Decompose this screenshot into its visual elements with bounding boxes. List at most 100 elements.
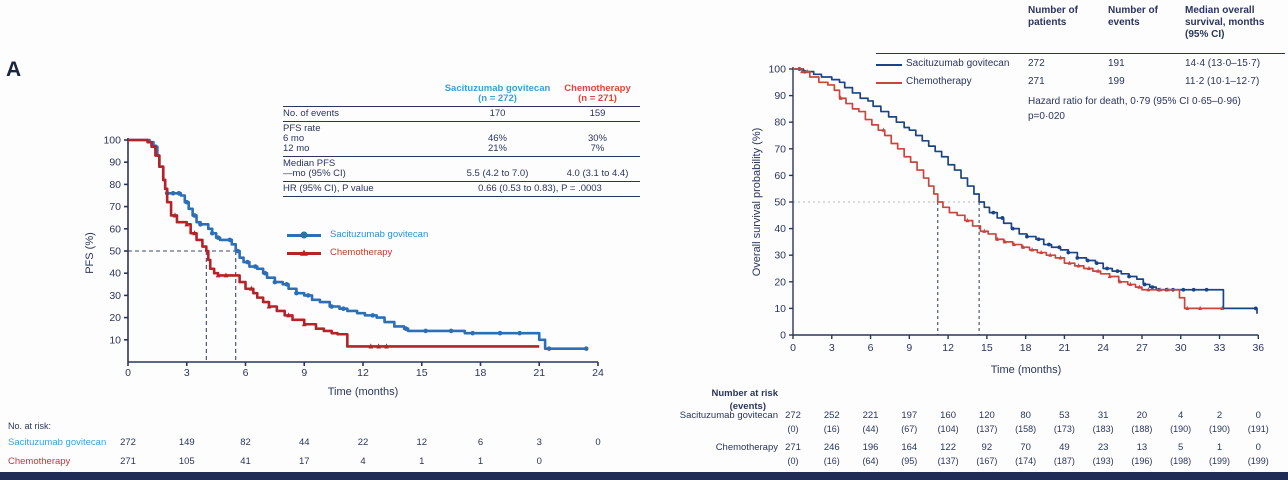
- os-at-risk-value: 120: [978, 410, 995, 421]
- pfs-table-rule: [283, 156, 640, 157]
- pfs-table-header-row: Sacituzumab govitecan (n = 272) Chemothera…: [283, 84, 640, 104]
- os-at-risk-events: (187): [1053, 456, 1075, 466]
- panel-a-label: A: [6, 58, 22, 81]
- censor-mark: [370, 313, 376, 318]
- pfs-table-header-chemo-n: (n = 271): [578, 93, 617, 104]
- os-at-risk-value: 197: [901, 410, 918, 421]
- censor-mark: [266, 303, 272, 309]
- censor-mark: [368, 343, 374, 349]
- pfs-at-risk-value: 82: [240, 437, 251, 448]
- y-tick-label: 30: [774, 250, 786, 262]
- os-at-risk-value: 164: [901, 442, 918, 453]
- os-at-risk-events: (188): [1131, 424, 1153, 434]
- os-at-risk-events: (167): [976, 456, 998, 466]
- x-tick-label: 0: [790, 342, 796, 354]
- os-at-risk-events: (190): [1170, 424, 1192, 434]
- y-tick-label: 90: [774, 90, 786, 102]
- pfs-table-row-chemo-value: 4.0 (3.1 to 4.4): [566, 168, 629, 179]
- censor-mark: [341, 306, 346, 312]
- pfs-at-risk-value: 22: [357, 437, 369, 448]
- os-at-risk-events: (173): [1053, 424, 1075, 434]
- y-tick-label: 10: [774, 303, 786, 315]
- os-at-risk-events: (199): [1247, 456, 1269, 466]
- os-at-risk-value: 23: [1097, 442, 1109, 453]
- censor-mark: [403, 326, 409, 331]
- pfs-table-row-3: 12 mo 21% 7%: [283, 144, 640, 154]
- y-tick-label: 70: [774, 143, 786, 155]
- censor-mark: [1048, 252, 1053, 257]
- censor-mark: [170, 190, 176, 196]
- censor-mark: [1137, 284, 1142, 289]
- x-tick-label: 33: [1214, 342, 1226, 354]
- x-tick-label: 9: [906, 342, 912, 354]
- pfs-table-rule: [283, 181, 640, 182]
- os-at-risk-label-sg: Sacituzumab govitecan: [679, 410, 778, 421]
- pfs-table-header-spacer: [283, 84, 440, 104]
- x-tick-label: 21: [533, 367, 545, 379]
- x-tick-label: 30: [1175, 342, 1187, 354]
- censor-mark: [1075, 255, 1080, 260]
- x-tick-label: 24: [1097, 342, 1109, 354]
- os-sg-legend-line: [876, 64, 902, 66]
- pfs-at-risk-value: 4: [360, 456, 366, 467]
- os-row-label-chemo: Chemotherapy: [906, 76, 972, 87]
- censor-mark: [305, 293, 311, 298]
- chemo-curve: [793, 68, 1224, 310]
- os-at-risk-value: 49: [1059, 442, 1070, 453]
- censor-mark: [1012, 241, 1016, 247]
- pfs-at-risk-value: 12: [416, 437, 428, 448]
- os-col-header-patients: Number of patients: [1028, 5, 1078, 28]
- censor-mark: [1128, 281, 1133, 287]
- censor-mark: [245, 259, 250, 265]
- censor-mark: [1204, 287, 1209, 292]
- censor-mark: [215, 272, 221, 278]
- os-at-risk-events: (193): [1092, 456, 1114, 466]
- x-tick-label: 3: [184, 367, 190, 379]
- censor-mark: [384, 343, 389, 349]
- x-tick-label: 3: [829, 342, 835, 354]
- os-at-risk-value: 1: [1216, 442, 1223, 453]
- os-row-label-sg: Sacituzumab govitecan: [906, 58, 1010, 69]
- os-at-risk-value: 160: [940, 410, 956, 421]
- pfs-table-header-sg-name: Sacituzumab govitecan: [444, 83, 551, 94]
- pfs-at-risk-value: 105: [178, 456, 195, 467]
- pfs-table-row-4: Median PFS: [283, 159, 640, 169]
- pfs-km-chart: 0 3 6 9 12 15 18 21 24 10 20 30 40 50 60 70 80 90 100 Time …: [103, 135, 604, 399]
- x-tick-label: 12: [357, 367, 369, 379]
- y-tick-label: 80: [109, 179, 121, 191]
- pfs-legend-row-sg: Sacituzumab govitecan: [287, 229, 467, 243]
- censor-mark: [805, 68, 810, 74]
- os-at-risk-events: (137): [976, 424, 998, 434]
- y-tick-label: 100: [103, 135, 121, 147]
- os-at-risk-value: 4: [1178, 410, 1184, 421]
- circle-marker-icon: [300, 231, 308, 239]
- y-tick-label: 0: [780, 330, 786, 342]
- y-tick-label: 60: [774, 170, 786, 182]
- censor-mark: [1198, 305, 1203, 310]
- censor-mark: [583, 346, 589, 351]
- os-at-risk-value: 122: [940, 442, 956, 453]
- x-tick-label: 9: [301, 367, 307, 379]
- censor-mark: [1010, 226, 1015, 231]
- pfs-at-risk-value: 271: [120, 456, 136, 467]
- censor-mark: [1185, 305, 1190, 310]
- censor-mark: [517, 330, 522, 336]
- pfs-table-row-sg-value: 21%: [487, 143, 507, 154]
- os-table-rule: [876, 53, 1285, 54]
- os-col-header-median: Median overall survival, months (95% CI): [1185, 5, 1265, 40]
- os-km-chart: 0 3 6 9 12 15 18 21 24 27 30 33 36010203040506070809…: [768, 64, 1264, 377]
- pfs-table-row-span-value: 0.66 (0.53 to 0.83), P = .0003: [478, 183, 602, 194]
- os-at-risk-events: (198): [1170, 456, 1192, 466]
- pfs-stats-table: Sacituzumab govitecan (n = 272) Chemothera…: [283, 84, 640, 199]
- os-at-risk-events: (174): [1015, 456, 1037, 466]
- censor-mark: [235, 248, 240, 254]
- censor-mark: [1115, 269, 1120, 274]
- x-axis-title: Time (months): [328, 386, 399, 398]
- pfs-legend-label-sg: Sacituzumab govitecan: [330, 229, 429, 240]
- censor-mark: [991, 210, 996, 215]
- os-at-risk-events: (44): [862, 424, 879, 434]
- os-chemo-patients: 271: [1028, 76, 1045, 87]
- x-tick-label: 18: [1020, 342, 1032, 354]
- pfs-table-rule: [283, 106, 640, 107]
- pfs-table-row-sg-value: 5.5 (4.2 to 7.0): [466, 168, 529, 179]
